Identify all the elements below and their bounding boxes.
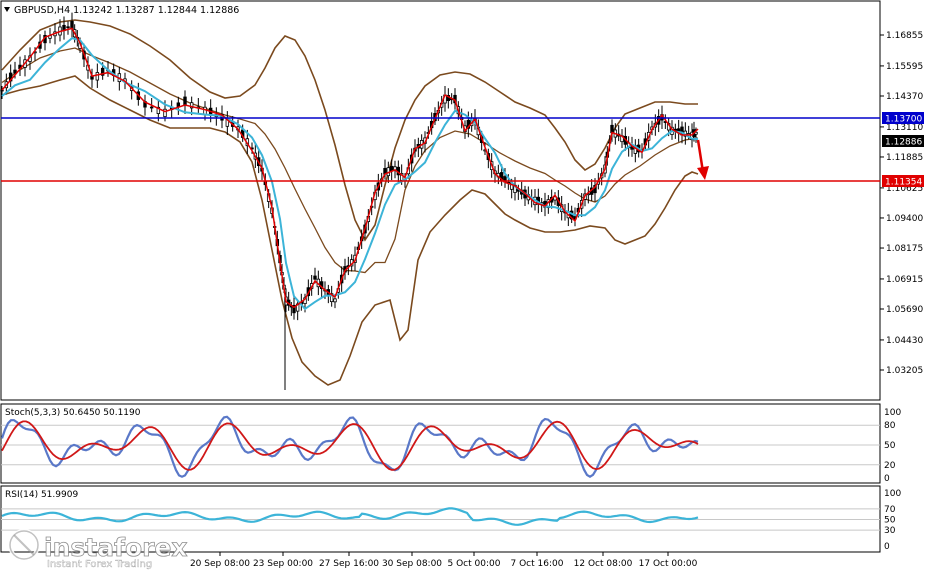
ma-fast-line xyxy=(1,27,699,309)
time-tick-label: 5 Oct 00:00 xyxy=(448,559,501,569)
price-tick-label: 1.16855 xyxy=(886,31,923,41)
current-price-tag xyxy=(882,135,924,147)
price-tick-label: 1.08175 xyxy=(886,244,923,254)
rsi-main-line xyxy=(1,507,699,526)
rsi-tick-label: 30 xyxy=(884,526,896,536)
candle-body xyxy=(66,26,70,29)
time-tick-label: 17 Oct 00:00 xyxy=(639,559,698,569)
stoch-lines xyxy=(0,415,880,478)
resistance-price-tag xyxy=(882,112,924,124)
time-tick-label: 7 Oct 16:00 xyxy=(511,559,564,569)
stoch-tick-label: 0 xyxy=(884,474,890,484)
price-tick-label: 1.04430 xyxy=(886,336,923,346)
stoch-tick-label: 80 xyxy=(884,421,896,431)
stoch-main-line xyxy=(0,415,699,478)
candle-body xyxy=(329,293,334,303)
rsi-tick-label: 50 xyxy=(884,516,896,526)
price-tick-label: 1.10625 xyxy=(886,184,923,194)
price-tick-label: 1.11885 xyxy=(886,153,923,163)
candle-body xyxy=(610,124,614,134)
candle-body xyxy=(189,102,194,109)
price-axis: 1.16855 1.15595 1.14370 1.13110 1.11885 1.106… xyxy=(880,31,923,376)
bollinger-lower xyxy=(1,75,699,386)
rsi-label: RSI(14) 51.9909 xyxy=(5,490,78,500)
price-tick-label: 1.13110 xyxy=(886,123,923,133)
stoch-signal-line xyxy=(1,420,699,471)
stoch-tick-label: 50 xyxy=(884,441,896,451)
price-tick-label: 1.15595 xyxy=(886,62,923,72)
candle-body xyxy=(156,106,161,114)
rsi-tick-label: 0 xyxy=(884,542,890,552)
candle-body xyxy=(149,106,154,109)
candle-body xyxy=(313,275,317,280)
time-tick-label: 23 Sep 00:00 xyxy=(253,559,313,569)
resistance-price-label: 1.13700 xyxy=(885,115,922,125)
price-tick-label: 1.09400 xyxy=(886,214,923,224)
instaforex-logo: instaforex Instant Forex Trading xyxy=(8,529,188,570)
ma-slow-line xyxy=(1,37,699,311)
brand-tagline: Instant Forex Trading xyxy=(47,559,152,570)
time-axis: 20 Sep 08:00 23 Sep 00:00 27 Sep 16:00 30 S… xyxy=(190,552,698,569)
current-price-label: 1.12886 xyxy=(885,138,922,148)
support-price-tag xyxy=(882,175,924,187)
candle-body xyxy=(163,108,167,118)
candle-body xyxy=(13,69,17,74)
candle-body xyxy=(95,72,100,81)
candle-body xyxy=(100,67,105,76)
stoch-label: Stoch(5,3,3) 50.6450 50.1190 xyxy=(5,408,141,418)
triangle-down-icon[interactable] xyxy=(4,7,10,12)
rsi-line xyxy=(1,507,880,531)
candle-body xyxy=(0,89,4,92)
candle-body xyxy=(183,96,187,106)
price-tick-label: 1.03205 xyxy=(886,366,923,376)
time-tick-label: 12 Oct 08:00 xyxy=(574,559,633,569)
price-tick-label: 1.14370 xyxy=(886,92,923,102)
rsi-tick-label: 70 xyxy=(884,505,896,515)
price-panel xyxy=(0,0,881,401)
stoch-axis: 100 80 50 20 0 xyxy=(884,408,901,484)
symbol-header: GBPUSD,H4 1.13242 1.13287 1.12844 1.1288… xyxy=(14,5,239,16)
bollinger-upper xyxy=(1,19,698,242)
price-tick-label: 1.05690 xyxy=(886,305,923,315)
rsi-tick-label: 100 xyxy=(884,489,901,499)
support-price-label: 1.11354 xyxy=(885,178,922,188)
down-arrow-icon xyxy=(696,139,709,180)
stoch-panel xyxy=(0,403,881,484)
time-tick-label: 27 Sep 16:00 xyxy=(319,559,379,569)
brand-name: instaforex xyxy=(44,533,188,562)
stoch-tick-label: 100 xyxy=(884,408,901,418)
candle-body xyxy=(292,304,296,314)
price-tick-label: 1.06915 xyxy=(886,275,923,285)
moving-averages xyxy=(1,27,699,311)
time-tick-label: 20 Sep 08:00 xyxy=(190,559,250,569)
stoch-tick-label: 20 xyxy=(884,461,896,471)
candle-body xyxy=(333,298,337,303)
time-tick-label: 30 Sep 08:00 xyxy=(382,559,442,569)
